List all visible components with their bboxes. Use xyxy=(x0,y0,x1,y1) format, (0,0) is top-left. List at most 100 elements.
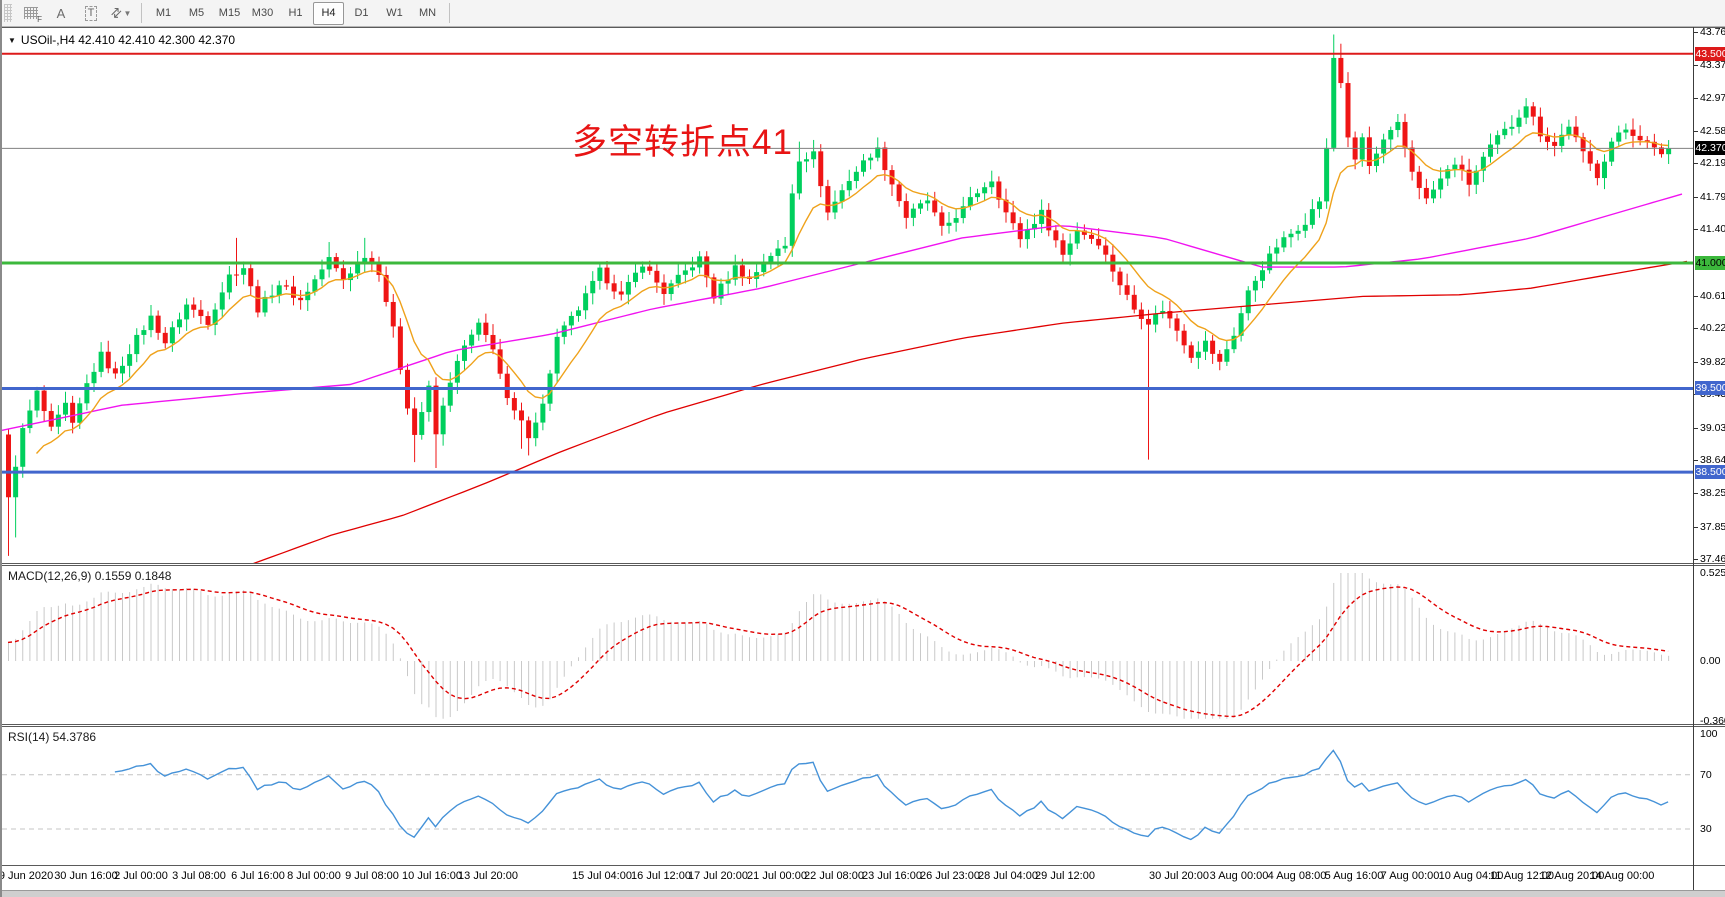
rsi-chart-canvas[interactable] xyxy=(2,727,1693,865)
price-level-label: 42.370 xyxy=(1695,141,1725,156)
macd-tick-label: 0.5257 xyxy=(1700,566,1725,579)
time-tick-label: 2 Jul 00:00 xyxy=(114,870,168,882)
arrows-dropdown-icon[interactable]: ⇄ ▼ xyxy=(107,2,135,25)
time-tick-label: 12 Aug 20:00 xyxy=(1539,870,1605,882)
time-tick-label: 28 Jul 04:00 xyxy=(978,870,1038,882)
axis-tick-mark xyxy=(1694,229,1698,231)
text-label-icon[interactable]: A xyxy=(47,2,75,25)
price-tick-label: 39.030 xyxy=(1700,421,1725,434)
time-tick-label: 10 Aug 04:00 xyxy=(1438,870,1504,882)
axis-tick-mark xyxy=(1694,460,1698,462)
price-tick-label: 39.820 xyxy=(1700,355,1725,368)
macd-chart-canvas[interactable] xyxy=(2,566,1693,724)
macd-indicator-label: MACD(12,26,9) 0.1559 0.1848 xyxy=(8,569,172,583)
time-tick-label: 23 Jul 16:00 xyxy=(862,870,922,882)
timeframe-button-m1[interactable]: M1 xyxy=(155,7,172,19)
price-level-label: 41.000 xyxy=(1695,255,1725,270)
time-tick-label: 21 Jul 00:00 xyxy=(747,870,807,882)
time-tick-label: 29 Jul 12:00 xyxy=(1035,870,1095,882)
toolbar-drag-handle[interactable] xyxy=(4,4,12,22)
price-tick-label: 37.850 xyxy=(1700,520,1725,533)
macd-tick-label: -0.3603 xyxy=(1700,715,1725,728)
time-tick-label: 3 Jul 08:00 xyxy=(172,870,226,882)
time-tick-label: 16 Jul 12:00 xyxy=(631,870,691,882)
time-tick-label: 29 Jun 2020 xyxy=(2,870,54,882)
price-chart-panel[interactable]: ▼ USOil-,H4 42.410 42.410 42.300 42.370 … xyxy=(2,27,1725,564)
chart-annotation-text[interactable]: 多空转折点41 xyxy=(572,123,793,162)
axis-tick-mark xyxy=(1694,361,1698,363)
arrows-glyph: ⇄ xyxy=(106,3,125,22)
time-tick-label: 14 Aug 00:00 xyxy=(1589,870,1655,882)
grid-template-icon[interactable]: F xyxy=(17,2,45,25)
price-level-label: 39.500 xyxy=(1695,381,1725,396)
timeframe-button-mn[interactable]: MN xyxy=(418,7,437,19)
axis-tick-mark xyxy=(1694,98,1698,100)
axis-tick-mark xyxy=(1694,559,1698,561)
price-tick-label: 42.970 xyxy=(1700,92,1725,105)
timeframe-button-m30[interactable]: M30 xyxy=(251,7,274,19)
time-tick-label: 17 Jul 20:00 xyxy=(688,870,748,882)
timeframe-button-h1[interactable]: H1 xyxy=(288,7,303,19)
timeframe-button-h4[interactable]: H4 xyxy=(313,1,344,25)
price-tick-label: 40.220 xyxy=(1700,322,1725,335)
timeframe-button-m15[interactable]: M15 xyxy=(218,7,241,19)
rsi-tick-label: 100 xyxy=(1700,728,1718,740)
axis-tick-mark xyxy=(1694,64,1698,66)
chart-title-text: USOil-,H4 42.410 42.410 42.300 42.370 xyxy=(20,33,236,47)
price-axis[interactable]: 43.760 43.370 42.970 42.580 42.190 41.790 41.4… xyxy=(1693,26,1725,890)
toolbar-separator xyxy=(449,3,450,23)
text-box-icon[interactable]: T xyxy=(77,2,105,25)
macd-tick-label: 0.00 xyxy=(1700,655,1721,667)
price-tick-label: 38.250 xyxy=(1700,487,1725,500)
grid-glyph: F xyxy=(24,7,42,24)
letter-t-glyph: T xyxy=(84,5,98,21)
candlestick-chart-canvas[interactable] xyxy=(2,28,1693,563)
time-tick-label: 30 Jun 16:00 xyxy=(54,870,118,882)
price-tick-label: 41.400 xyxy=(1700,223,1725,236)
time-tick-label: 8 Jul 00:00 xyxy=(287,870,341,882)
time-tick-label: 4 Aug 08:00 xyxy=(1267,870,1327,882)
rsi-tick-label: 70 xyxy=(1700,768,1712,781)
price-tick-label: 40.610 xyxy=(1700,289,1725,302)
price-tick-label: 43.370 xyxy=(1700,58,1725,71)
rsi-indicator-label: RSI(14) 54.3786 xyxy=(8,730,97,744)
chart-title: ▼ USOil-,H4 42.410 42.410 42.300 42.370 xyxy=(8,33,235,47)
time-tick-label: 15 Jul 04:00 xyxy=(572,870,632,882)
time-tick-label: 26 Jul 23:00 xyxy=(920,870,980,882)
axis-tick-mark xyxy=(1694,526,1698,528)
price-tick-label: 37.460 xyxy=(1700,553,1725,566)
axis-tick-mark xyxy=(1694,295,1698,297)
time-tick-label: 3 Aug 00:00 xyxy=(1209,870,1269,882)
price-level-label: 43.500 xyxy=(1695,46,1725,61)
axis-tick-mark xyxy=(1694,493,1698,495)
rsi-tick-label: 30 xyxy=(1700,822,1712,835)
timeframe-button-d1[interactable]: D1 xyxy=(354,7,369,19)
axis-tick-mark xyxy=(1694,196,1698,198)
price-tick-label: 43.760 xyxy=(1700,26,1725,38)
price-tick-label: 42.190 xyxy=(1700,157,1725,170)
axis-tick-mark xyxy=(1694,163,1698,165)
price-tick-label: 38.640 xyxy=(1700,454,1725,467)
time-tick-label: 22 Jul 08:00 xyxy=(804,870,864,882)
price-level-label: 38.500 xyxy=(1695,465,1725,480)
timeframe-button-w1[interactable]: W1 xyxy=(386,7,403,19)
axis-tick-mark xyxy=(1694,328,1698,330)
timeframe-buttons: M1 M5 M15 M30 H1 H4 D1 W1 MN xyxy=(147,1,444,25)
time-tick-label: 11 Aug 12:00 xyxy=(1489,870,1555,882)
symbol-dropdown-icon[interactable]: ▼ xyxy=(8,35,16,45)
timeframe-button-m5[interactable]: M5 xyxy=(188,7,205,19)
time-tick-label: 30 Jul 20:00 xyxy=(1149,870,1209,882)
macd-panel[interactable]: MACD(12,26,9) 0.1559 0.1848 xyxy=(2,565,1725,725)
time-tick-label: 7 Aug 00:00 xyxy=(1380,870,1440,882)
rsi-panel[interactable]: RSI(14) 54.3786 xyxy=(2,726,1725,866)
letter-a-glyph: A xyxy=(56,5,66,21)
toolbar: F A T ⇄ ▼ M1 M5 M15 M30 H1 H4 D1 W1 MN xyxy=(2,0,1725,27)
time-tick-label: 5 Aug 16:00 xyxy=(1324,870,1384,882)
time-tick-label: 6 Jul 16:00 xyxy=(231,870,285,882)
caret-down-icon: ▼ xyxy=(123,8,132,18)
time-tick-label: 10 Jul 16:00 xyxy=(402,870,462,882)
axis-tick-mark xyxy=(1694,32,1698,33)
axis-tick-mark xyxy=(1694,130,1698,132)
